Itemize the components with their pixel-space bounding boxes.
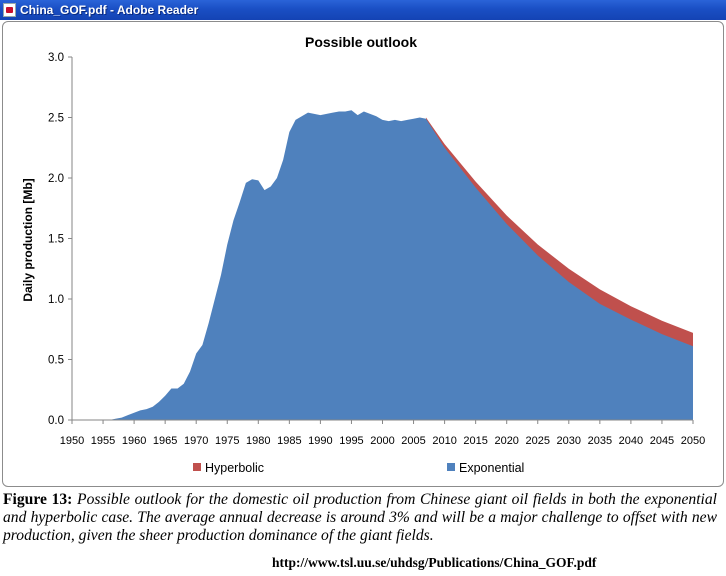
y-tick-label: 0.5 bbox=[48, 355, 64, 367]
figure-caption: Figure 13: Possible outlook for the dome… bbox=[3, 491, 717, 545]
x-tick-label: 2040 bbox=[619, 435, 643, 447]
x-tick-label: 1950 bbox=[60, 435, 84, 447]
legend-item-exponential: Exponential bbox=[447, 461, 524, 475]
x-tick-label: 1955 bbox=[91, 435, 115, 447]
x-tick-label: 2045 bbox=[650, 435, 674, 447]
x-tick-label: 1965 bbox=[153, 435, 177, 447]
x-tick-label: 2025 bbox=[526, 435, 550, 447]
y-tick-label: 0.0 bbox=[48, 415, 64, 427]
x-tick-label: 2015 bbox=[463, 435, 487, 447]
x-tick-label: 1995 bbox=[339, 435, 363, 447]
window-titlebar: China_GOF.pdf - Adobe Reader bbox=[0, 0, 726, 20]
legend-label: Hyperbolic bbox=[205, 461, 264, 475]
legend-swatch bbox=[447, 463, 455, 471]
window-title: China_GOF.pdf - Adobe Reader bbox=[20, 3, 199, 17]
x-tick-label: 2010 bbox=[432, 435, 456, 447]
x-tick-label: 1980 bbox=[246, 435, 270, 447]
x-tick-label: 1975 bbox=[215, 435, 239, 447]
x-tick-label: 1990 bbox=[308, 435, 332, 447]
legend-item-hyperbolic: Hyperbolic bbox=[193, 461, 264, 475]
y-tick-label: 3.0 bbox=[48, 52, 64, 64]
chart-title: Possible outlook bbox=[305, 34, 417, 50]
x-tick-label: 2050 bbox=[681, 435, 705, 447]
x-tick-label: 2000 bbox=[370, 435, 394, 447]
x-tick-label: 2005 bbox=[401, 435, 425, 447]
figure-label: Figure 13: bbox=[3, 491, 73, 508]
y-tick-label: 2.0 bbox=[48, 173, 64, 185]
x-tick-label: 2020 bbox=[494, 435, 518, 447]
x-tick-label: 1970 bbox=[184, 435, 208, 447]
series-exponential-area bbox=[109, 110, 693, 421]
x-tick-label: 2030 bbox=[557, 435, 581, 447]
y-tick-label: 1.0 bbox=[48, 294, 64, 306]
y-axis-label: Daily production [Mb] bbox=[21, 178, 35, 301]
legend-swatch bbox=[193, 463, 201, 471]
source-url[interactable]: http://www.tsl.uu.se/uhdsg/Publications/… bbox=[272, 555, 597, 570]
x-tick-label: 1985 bbox=[277, 435, 301, 447]
legend-label: Exponential bbox=[459, 461, 524, 475]
x-tick-label: 2035 bbox=[588, 435, 612, 447]
y-tick-label: 1.5 bbox=[48, 234, 64, 246]
caption-text: Possible outlook for the domestic oil pr… bbox=[3, 491, 717, 544]
x-tick-label: 1960 bbox=[122, 435, 146, 447]
pdf-document-icon[interactable] bbox=[3, 3, 16, 17]
y-tick-label: 2.5 bbox=[48, 113, 64, 125]
